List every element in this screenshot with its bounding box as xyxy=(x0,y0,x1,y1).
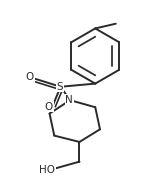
Text: O: O xyxy=(26,72,34,82)
Text: N: N xyxy=(65,95,73,105)
Text: S: S xyxy=(56,82,63,92)
Text: HO: HO xyxy=(39,165,55,175)
Text: O: O xyxy=(45,102,53,112)
